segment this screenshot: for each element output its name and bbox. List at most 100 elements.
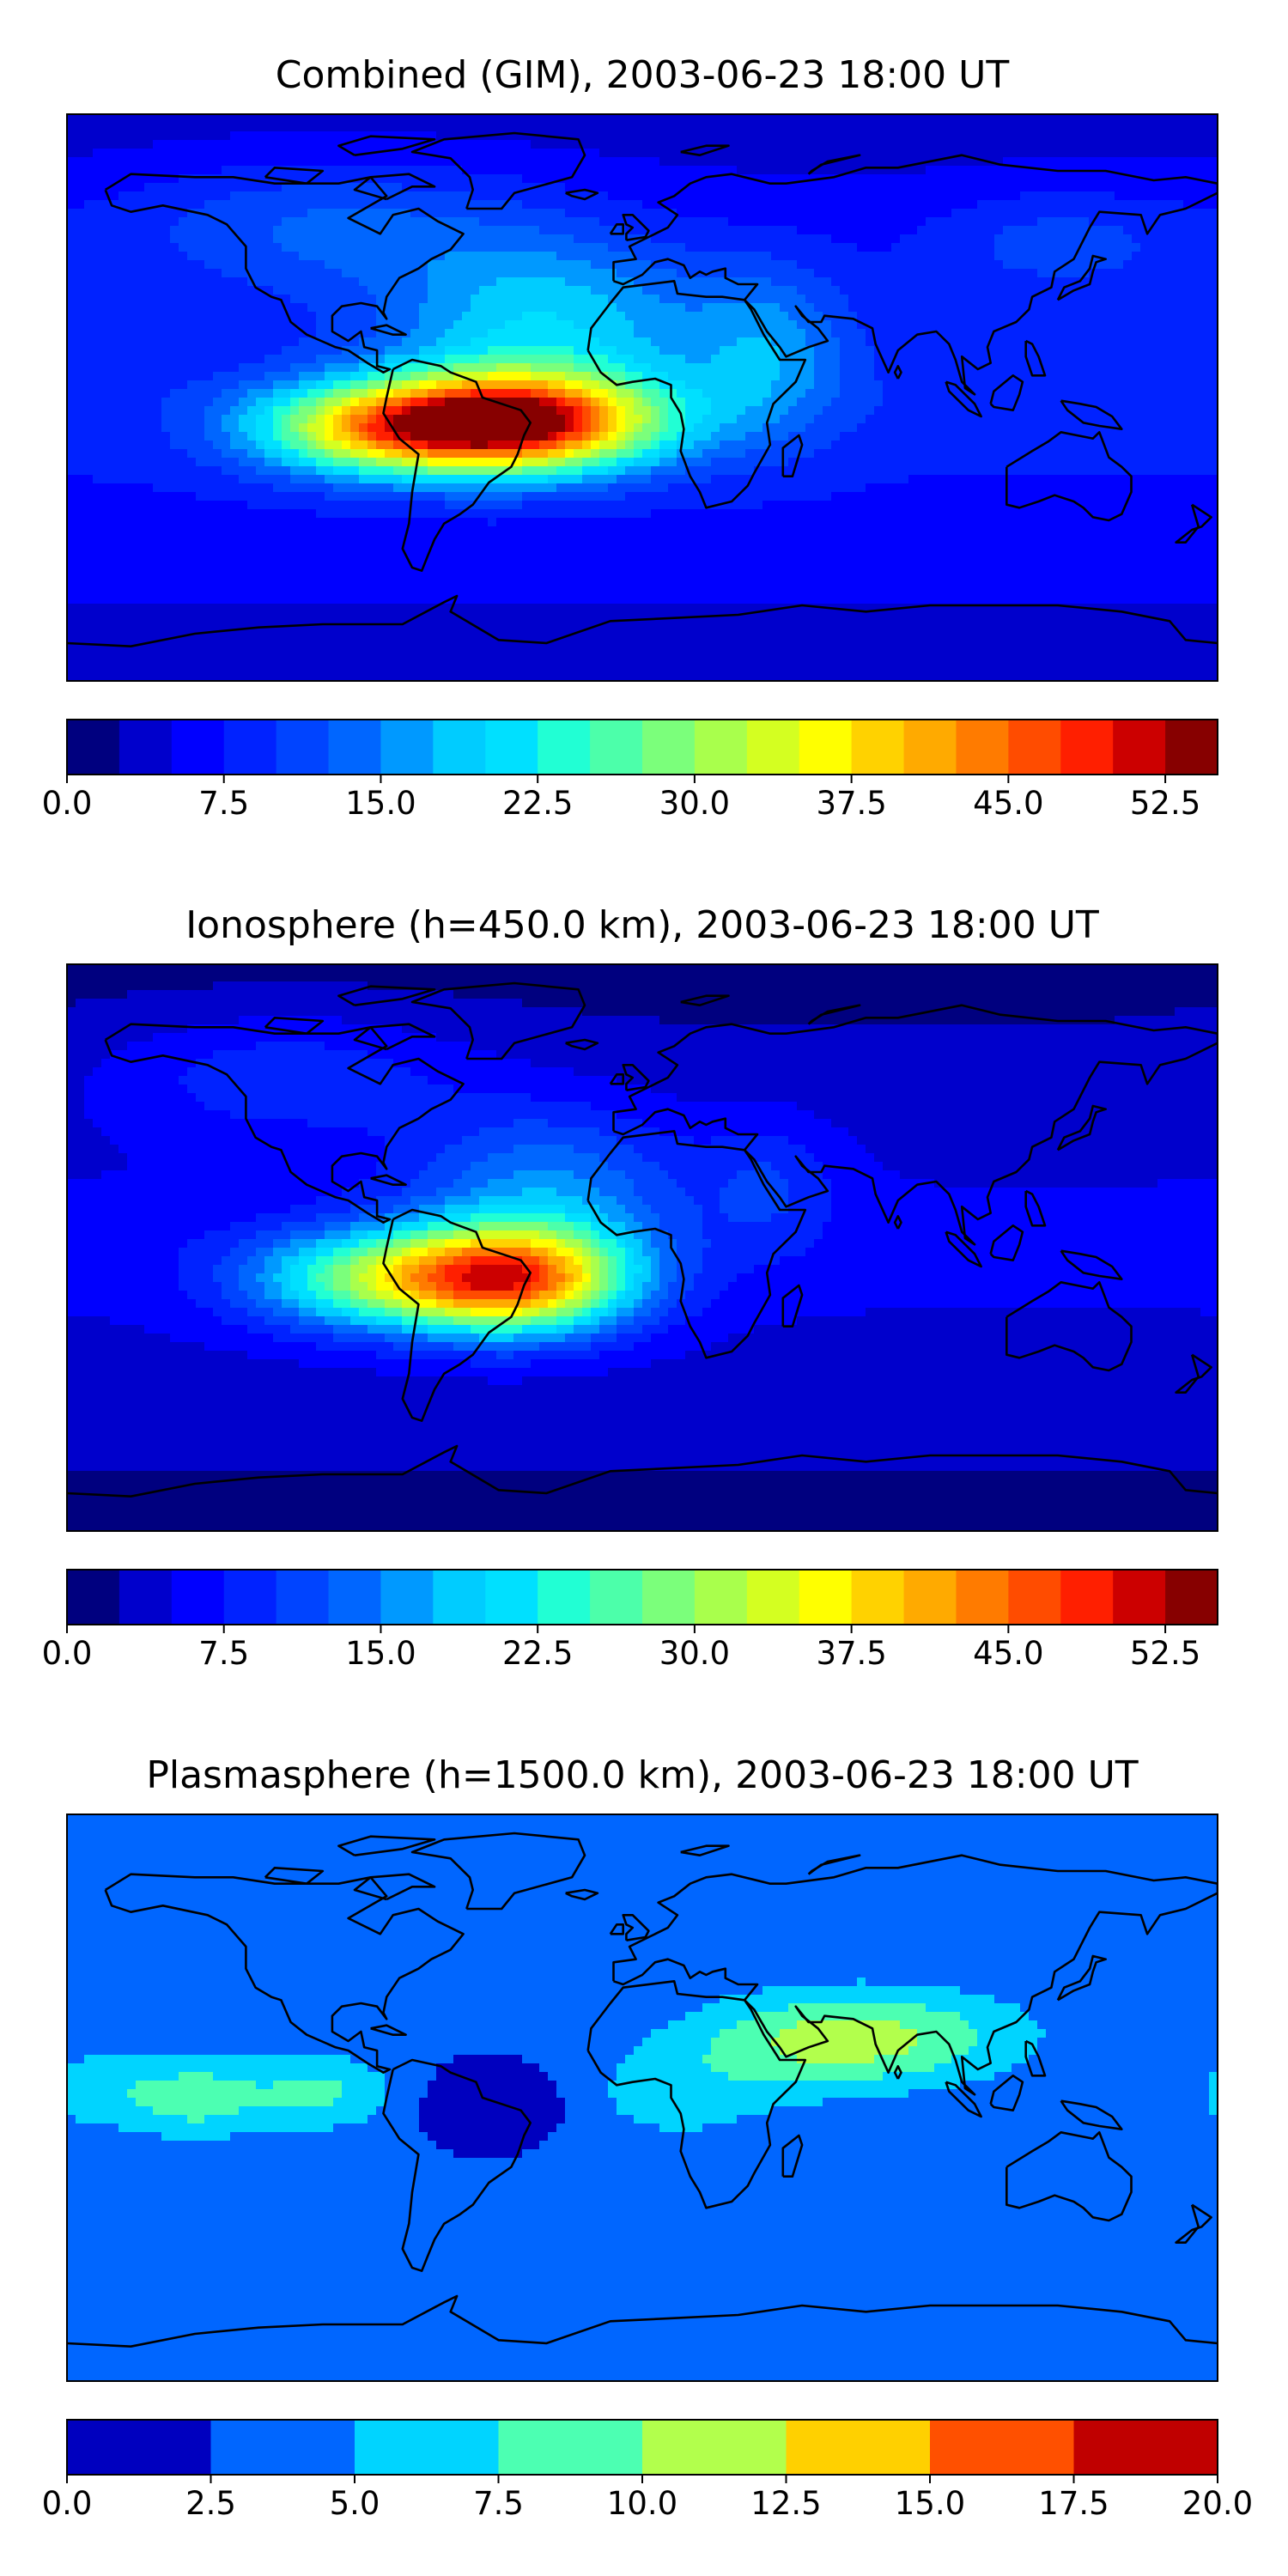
colorbar-swatch (380, 1570, 434, 1625)
colorbar-swatch (1060, 720, 1114, 775)
coastline-cuba (370, 324, 407, 337)
panel-plasmasphere: Plasmasphere (h=1500.0 km), 2003-06-23 1… (42, 1753, 1254, 2522)
coastline-antarctica (67, 2294, 1218, 2348)
colorbar-tick-label: 37.5 (816, 785, 886, 822)
colorbar-swatch (1113, 720, 1166, 775)
coastline-madagascar (781, 2134, 804, 2178)
colorbar-swatch (746, 720, 800, 775)
coastline-iceland (565, 1888, 599, 1901)
tec-map (67, 1814, 1218, 2381)
coastline-north-america (104, 173, 465, 374)
tec-map (67, 114, 1218, 681)
colorbar-swatch (956, 1570, 1009, 1625)
coastline-philippines (1024, 339, 1047, 377)
colorbar-swatch (590, 720, 643, 775)
coastline-iceland (565, 188, 599, 201)
colorbar-swatch (498, 2420, 643, 2475)
coastline-south-america (382, 2058, 532, 2272)
colorbar-swatch (956, 720, 1009, 775)
colorbar-tick-label: 15.0 (895, 2485, 965, 2522)
colorbar-swatch (786, 2420, 931, 2475)
coastline-baffin (353, 1023, 436, 1051)
coastline-madagascar (781, 1284, 804, 1327)
map-frame (66, 963, 1218, 1532)
colorbar-frame (66, 719, 1218, 775)
coastline-uk (622, 214, 650, 241)
colorbar-swatch (694, 720, 748, 775)
coastline-victoria-island (264, 1017, 325, 1035)
coastline-svalbard (680, 144, 730, 156)
coastline-victoria-island (264, 167, 325, 185)
colorbar-tick-label: 10.0 (607, 2485, 677, 2522)
colorbar-swatch (1113, 1570, 1166, 1625)
colorbar-swatch (799, 1570, 853, 1625)
colorbar-tick-label: 7.5 (198, 1635, 249, 1672)
colorbar-swatch (328, 720, 381, 775)
colorbar-swatch (276, 1570, 330, 1625)
coastline-ellesmere (337, 985, 436, 1006)
colorbar-swatch (930, 2420, 1074, 2475)
coastline-north-america (104, 1023, 465, 1224)
coastline-sumatra (945, 2081, 982, 2118)
colorbar-swatch (67, 720, 120, 775)
colorbar-ticks: 0.0 7.5 15.0 22.5 30.0 37.5 45.0 52.5 (42, 1625, 1200, 1672)
tec-map (67, 964, 1218, 1531)
colorbar-swatch (67, 1570, 120, 1625)
coastline-north-america (104, 1873, 465, 2074)
colorbar-swatch (1008, 1570, 1061, 1625)
coastline-cuba (370, 1174, 407, 1186)
colorbar-tick-label: 22.5 (502, 1635, 573, 1672)
colorbar-swatch (903, 720, 957, 775)
coastline-philippines (1024, 2039, 1047, 2077)
coastline-ireland (609, 1073, 625, 1085)
colorbar-swatch (1165, 720, 1218, 775)
coastline-japan (1056, 254, 1107, 301)
colorbar-tick-label: 12.5 (750, 2485, 821, 2522)
colorbar-swatch (1073, 2420, 1218, 2475)
colorbar-tick-label: 45.0 (973, 785, 1043, 822)
coastline-sumatra (945, 380, 982, 418)
coastline-new-zealand (1175, 503, 1212, 544)
coastline-ellesmere (337, 1835, 436, 1856)
colorbar-tick-label: 30.0 (659, 785, 730, 822)
colorbar-swatch (276, 720, 330, 775)
colorbar-tick-label: 37.5 (816, 1635, 886, 1672)
map-frame (66, 113, 1218, 682)
colorbar-swatch (538, 720, 591, 775)
colorbar-swatch (171, 720, 225, 775)
colorbar-swatch (642, 2420, 787, 2475)
coastline-novaya-zemlya (807, 1004, 861, 1025)
colorbar (66, 2419, 1218, 2476)
colorbar-swatch (433, 1570, 486, 1625)
colorbar-swatch (171, 1570, 225, 1625)
coastline-svalbard (680, 994, 730, 1006)
colorbar-tick-label: 2.5 (185, 2485, 236, 2522)
coastline-eurasia (612, 1854, 1218, 2096)
coastline-novaya-zemlya (807, 1854, 861, 1875)
colorbar (66, 1569, 1218, 1625)
colorbar-swatch (1165, 1570, 1218, 1625)
colorbar-swatch (903, 1570, 957, 1625)
colorbar-swatch (433, 720, 486, 775)
colorbar-tick-label: 0.0 (42, 2485, 93, 2522)
colorbar-tick-label: 0.0 (42, 785, 93, 822)
coastline-sri-lanka (893, 1215, 902, 1230)
colorbar-swatch (538, 1570, 591, 1625)
coastline-sri-lanka (893, 2065, 902, 2080)
colorbar-tick-label: 7.5 (473, 2485, 524, 2522)
coastline-australia (1005, 1281, 1133, 1372)
colorbar (66, 719, 1218, 775)
coastline-sumatra (945, 1230, 982, 1268)
colorbar-ticks: 0.0 2.5 5.0 7.5 10.0 12.5 15.0 17.5 20.0 (42, 2475, 1253, 2522)
colorbar-tick-label: 52.5 (1130, 1635, 1200, 1672)
colorbar-swatch (328, 1570, 381, 1625)
colorbar-swatch (694, 1570, 748, 1625)
colorbar-swatch (1060, 1570, 1114, 1625)
coastline-australia (1005, 2131, 1133, 2222)
colorbar-tick-label: 0.0 (42, 1635, 93, 1672)
panel-ionosphere: Ionosphere (h=450.0 km), 2003-06-23 18:0… (42, 903, 1218, 1672)
coastline-novaya-zemlya (807, 154, 861, 175)
coastline-uk (622, 1914, 650, 1941)
panel-title: Plasmasphere (h=1500.0 km), 2003-06-23 1… (146, 1753, 1138, 1797)
